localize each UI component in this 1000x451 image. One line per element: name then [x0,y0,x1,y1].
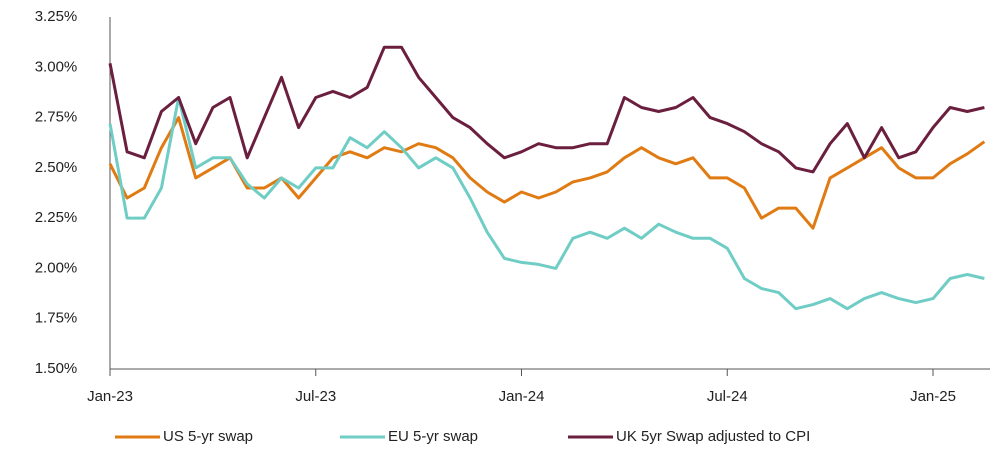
x-tick-label: Jan-24 [499,388,545,405]
x-tick-label: Jul-23 [295,388,336,405]
y-tick-label: 1.75% [35,310,78,327]
legend-label: UK 5yr Swap adjusted to CPI [616,428,810,445]
series-line [108,45,985,174]
legend-label: US 5-yr swap [163,428,253,445]
y-tick-label: 2.00% [35,259,78,276]
y-tick-label: 3.00% [35,58,78,75]
x-tick-label: Jan-25 [910,388,956,405]
legend-label: EU 5-yr swap [388,428,478,445]
y-tick-label: 2.75% [35,109,78,126]
series-line [108,116,986,230]
x-tick-label: Jul-24 [707,388,748,405]
x-tick-label: Jan-23 [87,388,133,405]
series-line [108,96,985,311]
y-tick-label: 1.50% [35,360,78,377]
y-tick-label: 2.25% [35,209,78,226]
y-tick-label: 3.25% [35,8,78,25]
y-tick-label: 2.50% [35,159,78,176]
